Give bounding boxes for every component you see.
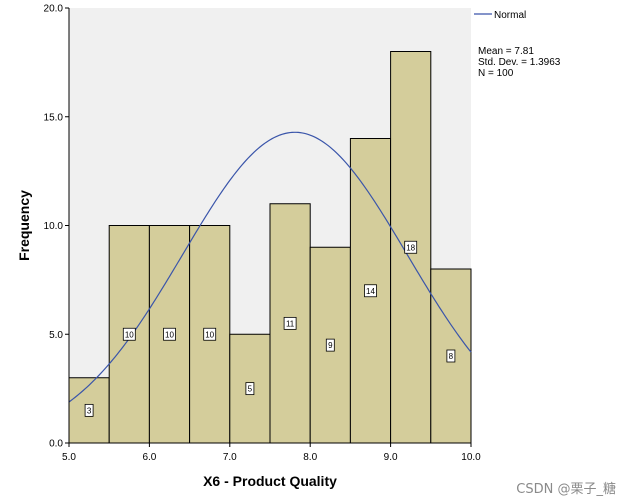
bar-label-box — [122, 327, 136, 341]
bar-label-box — [203, 327, 217, 341]
bar-label-box — [325, 338, 335, 352]
bar-label-box — [364, 284, 377, 298]
bar-label-text: 11 — [286, 319, 295, 328]
bar-label-7: 14 — [364, 284, 377, 298]
bar-label-box — [446, 349, 456, 363]
x-tick-label: 10.0 — [461, 452, 481, 463]
bar-label-text: 10 — [165, 330, 174, 339]
stats-line-0: Mean = 7.81 — [478, 46, 534, 57]
stats-line-1: Std. Dev. = 1.3963 — [478, 57, 561, 68]
axes-group: 0.0 5.0 10.0 15.0 20.0 5.0 6.0 7.0 8.0 9.0 10.0 — [44, 4, 482, 464]
bar-label-text: 10 — [125, 330, 134, 339]
y-tick-label: 5.0 — [49, 330, 63, 341]
watermark-text: CSDN @栗子_糖 — [516, 482, 616, 497]
bar-label-box — [283, 316, 297, 330]
bar-label-box — [163, 327, 176, 341]
bar-label-text: 18 — [406, 243, 415, 252]
y-tick-label: 10.0 — [44, 221, 64, 232]
bar-label-text: 9 — [328, 341, 333, 350]
bar-label-box — [404, 240, 418, 254]
bar-label-box — [84, 403, 94, 417]
x-tick-label: 6.0 — [142, 452, 156, 463]
y-axis-title: Frequency — [16, 190, 32, 261]
bar-label-text: 10 — [205, 330, 214, 339]
x-tick-label: 9.0 — [384, 452, 398, 463]
bar-label-1: 10 — [122, 327, 136, 341]
bar-label-text: 14 — [366, 287, 375, 296]
bar-label-6: 9 — [325, 338, 335, 352]
bar-label-text: 8 — [449, 352, 454, 361]
bar-label-text: 5 — [248, 385, 253, 394]
bar-label-0: 3 — [84, 403, 94, 417]
legend-normal-label: Normal — [494, 10, 526, 21]
bar-labels-group: 3 10 10 10 5 11 9 14 18 8 — [84, 240, 456, 417]
stats-line-2: N = 100 — [478, 68, 514, 79]
bar-label-5: 11 — [283, 316, 297, 330]
bar-label-2: 10 — [163, 327, 176, 341]
bar-label-text: 3 — [87, 406, 92, 415]
bar-label-box — [245, 382, 255, 396]
bar-label-3: 10 — [203, 327, 217, 341]
bar-label-9: 8 — [446, 349, 456, 363]
x-tick-label: 8.0 — [303, 452, 317, 463]
x-axis-title: X6 - Product Quality — [203, 473, 337, 489]
y-tick-label: 0.0 — [49, 439, 63, 450]
y-tick-label: 20.0 — [44, 4, 64, 15]
x-tick-label: 5.0 — [62, 452, 76, 463]
normal-curve — [68, 131, 472, 403]
bar-label-4: 5 — [245, 382, 255, 396]
y-tick-label: 15.0 — [44, 112, 64, 123]
x-tick-label: 7.0 — [223, 452, 237, 463]
bar-label-8: 18 — [404, 240, 418, 254]
